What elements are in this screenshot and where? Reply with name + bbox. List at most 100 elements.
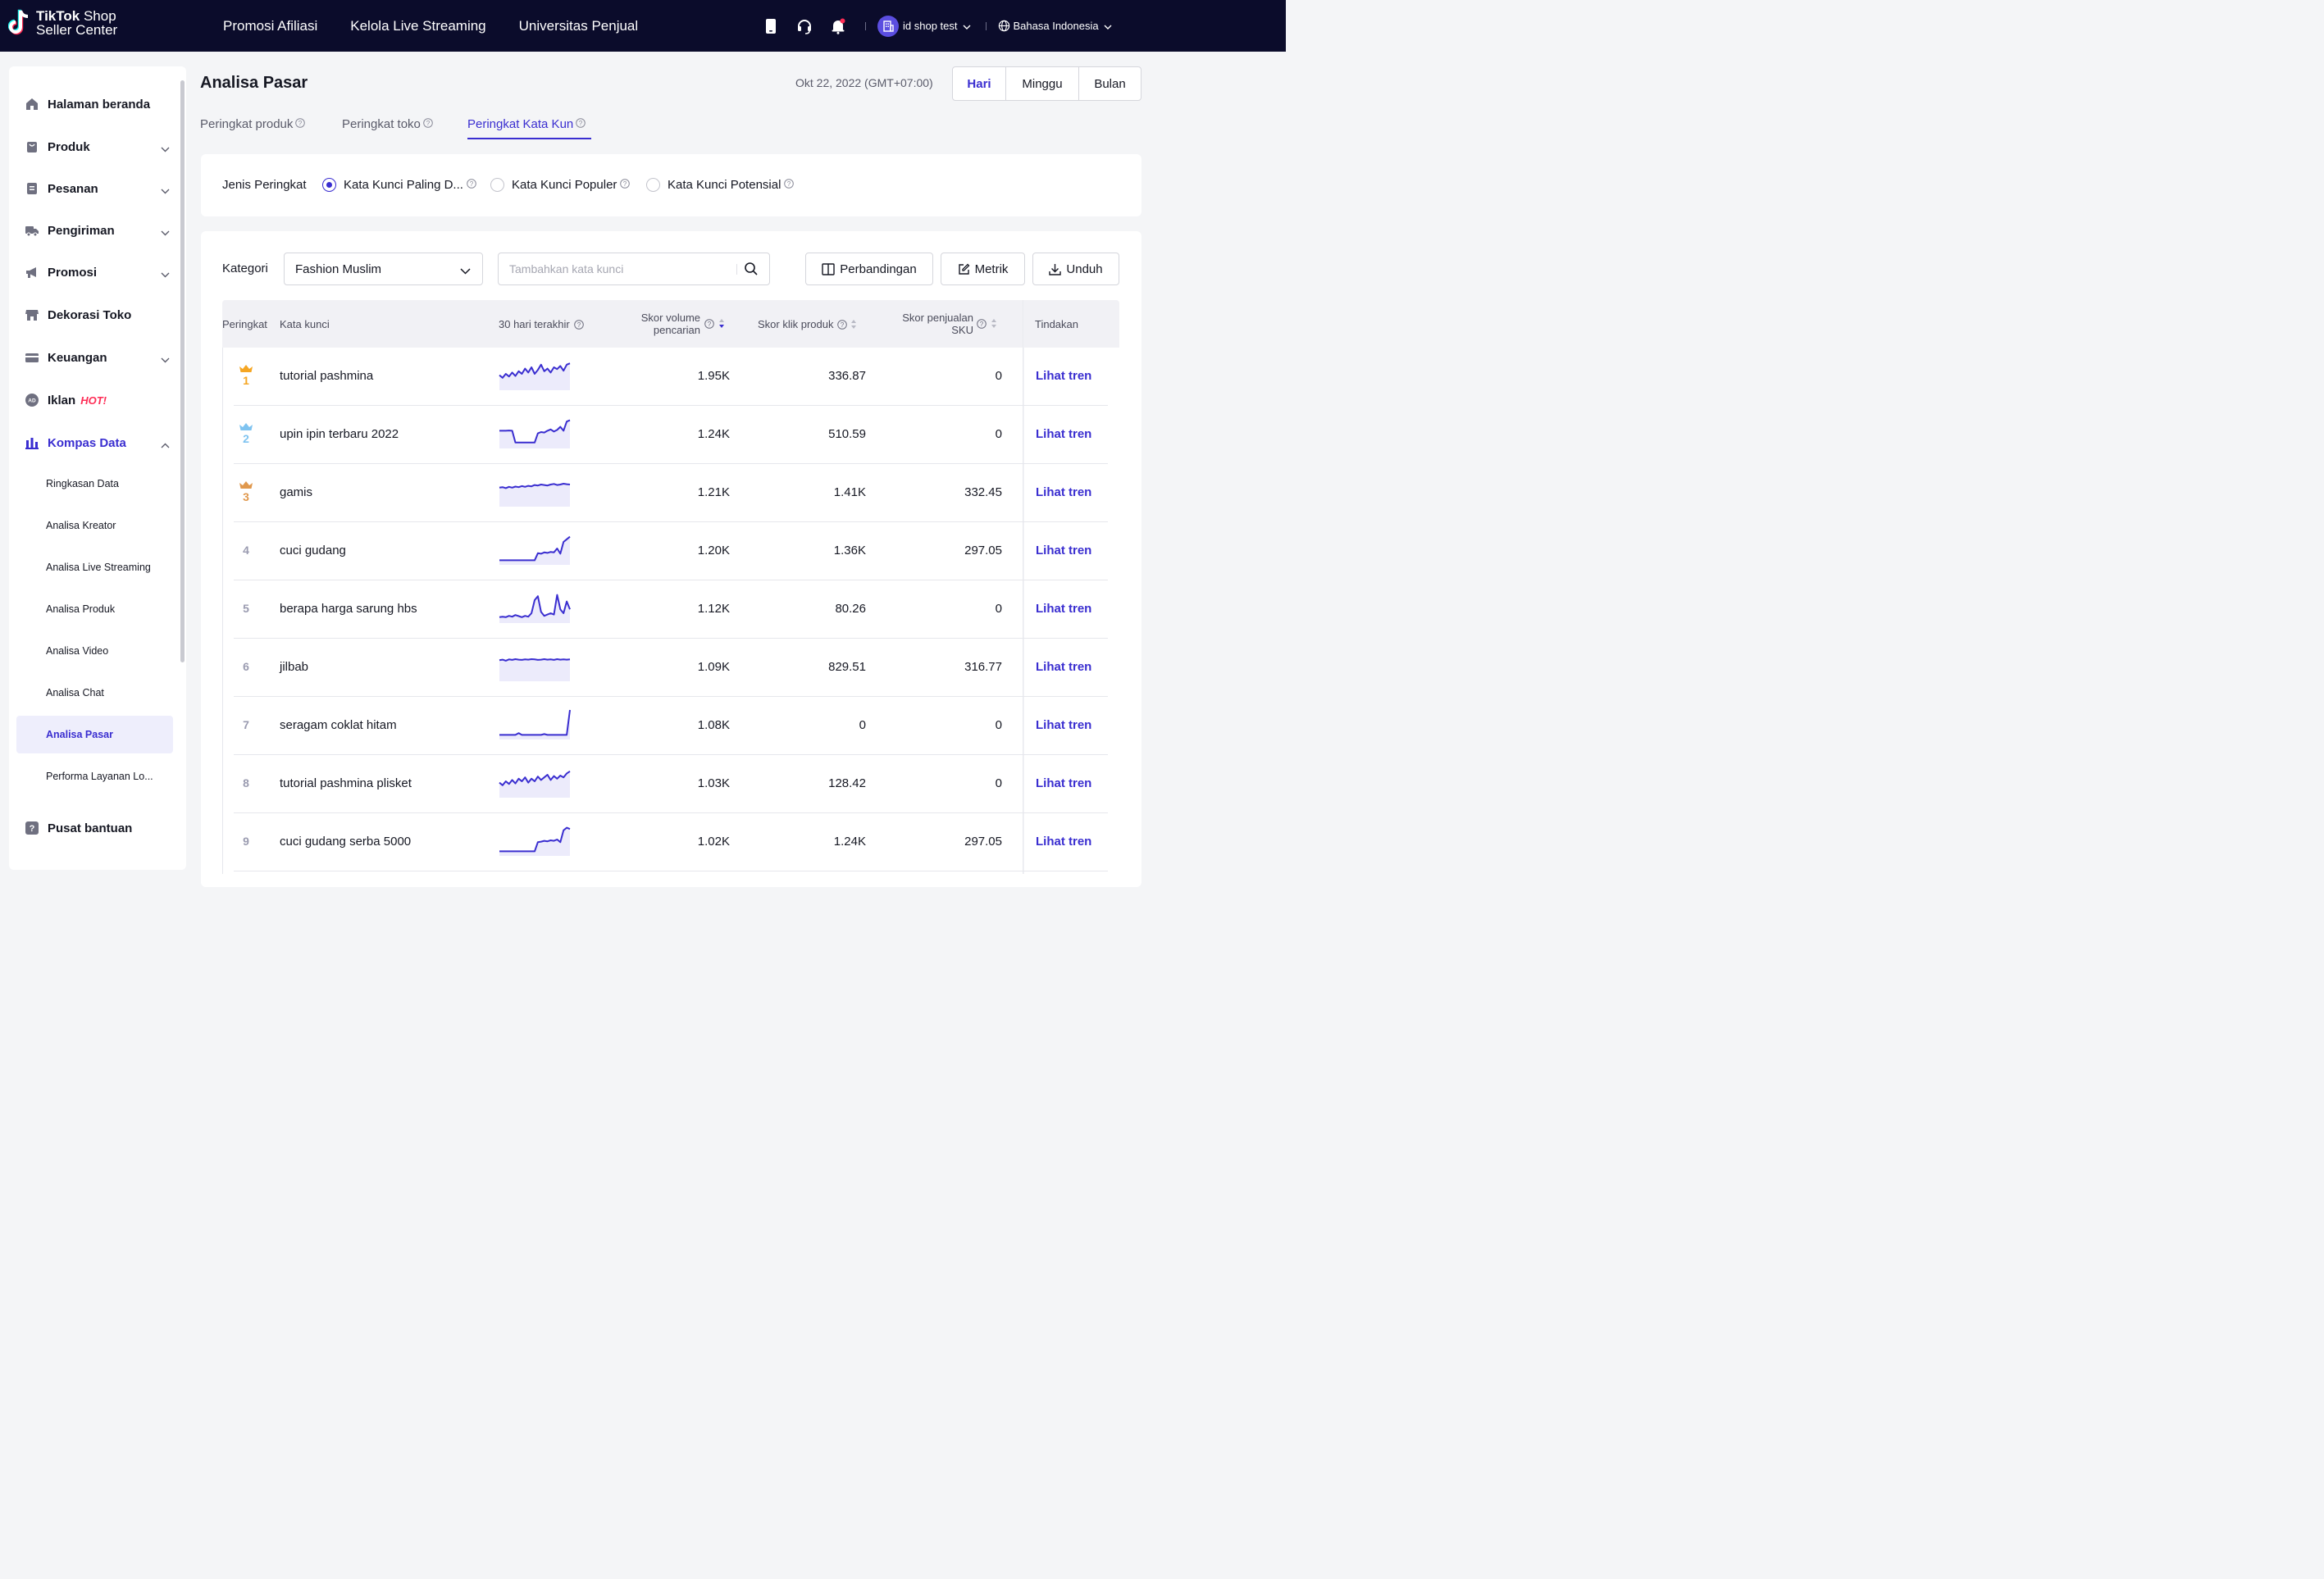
sidebar-sub-analisa-kreator[interactable]: Analisa Kreator	[46, 520, 116, 531]
trend-sparkline[interactable]	[499, 708, 571, 741]
period-bulan-button[interactable]: Bulan	[1094, 76, 1126, 91]
nav-universitas-penjual[interactable]: Universitas Penjual	[518, 17, 639, 34]
radio-kata-kunci-paling-dicari[interactable]: Kata Kunci Paling D... ?	[322, 178, 476, 192]
info-icon[interactable]: ?	[977, 319, 987, 329]
chevron-up-icon[interactable]	[161, 438, 170, 452]
trend-sparkline[interactable]	[499, 592, 571, 625]
shop-avatar[interactable]	[877, 15, 899, 37]
chevron-down-icon[interactable]	[963, 20, 971, 32]
sidebar-sub-analisa-pasar[interactable]: Analisa Pasar	[16, 716, 173, 753]
sort-icon[interactable]	[991, 318, 997, 329]
chevron-down-icon[interactable]	[161, 142, 170, 156]
sparkline-area	[499, 771, 570, 798]
truck-icon	[25, 224, 39, 237]
tab-peringkat-produk[interactable]: Peringkat produk ?	[200, 117, 306, 131]
keyword-search-input[interactable]	[509, 261, 731, 277]
info-icon[interactable]: ?	[423, 117, 433, 131]
sidebar-sub-analisa-video[interactable]: Analisa Video	[46, 645, 109, 657]
radio-kata-kunci-potensial[interactable]: Kata Kunci Potensial ?	[646, 178, 795, 192]
sidebar-item-dekorasi-toko[interactable]: Dekorasi Toko	[25, 303, 173, 327]
view-trend-link[interactable]: Lihat tren	[1036, 544, 1092, 557]
trend-sparkline[interactable]	[499, 417, 571, 450]
sidebar-item-pusat-bantuan[interactable]: ? Pusat bantuan	[25, 816, 173, 840]
info-icon[interactable]: ?	[576, 117, 586, 131]
sidebar-sub-analisa-chat[interactable]: Analisa Chat	[46, 687, 104, 698]
chevron-down-icon[interactable]	[161, 184, 170, 198]
nav-kelola-live-streaming[interactable]: Kelola Live Streaming	[350, 17, 486, 34]
tab-peringkat-toko[interactable]: Peringkat toko ?	[342, 117, 433, 131]
radio-unselected-icon[interactable]	[490, 178, 504, 192]
chevron-down-icon[interactable]	[161, 225, 170, 239]
sidebar-item-promosi[interactable]: Promosi	[25, 260, 173, 284]
sidebar-item-iklan[interactable]: AD Iklan HOT!	[25, 388, 173, 412]
trend-sparkline[interactable]	[499, 534, 571, 567]
chevron-down-icon[interactable]	[460, 264, 471, 278]
sort-icon[interactable]	[718, 318, 725, 329]
headset-icon[interactable]	[795, 16, 814, 36]
info-icon[interactable]: ?	[837, 319, 848, 330]
globe-icon[interactable]	[998, 20, 1010, 32]
header-rank: Peringkat	[222, 318, 267, 330]
sidebar-item-pengiriman[interactable]: Pengiriman	[25, 218, 173, 243]
sidebar-sub-analisa-live-streaming[interactable]: Analisa Live Streaming	[46, 562, 151, 573]
info-icon[interactable]: ?	[704, 319, 714, 329]
info-icon[interactable]: ?	[573, 319, 584, 330]
notification-bell-icon[interactable]	[828, 16, 848, 36]
sidebar-item-pesanan[interactable]: Pesanan	[25, 176, 173, 201]
trend-sparkline[interactable]	[499, 359, 571, 392]
radio-selected-icon[interactable]	[322, 178, 336, 192]
trend-sparkline[interactable]	[499, 476, 571, 508]
info-icon[interactable]: ?	[784, 178, 795, 192]
info-icon[interactable]: ?	[295, 117, 306, 131]
metric-button[interactable]: Metrik	[941, 253, 1025, 285]
sidebar-sub-ringkasan-data[interactable]: Ringkasan Data	[46, 478, 119, 489]
sales-score-cell: 297.05	[964, 835, 1002, 849]
sidebar-item-kompas-data[interactable]: Kompas Data	[25, 430, 173, 455]
radio-unselected-icon[interactable]	[646, 178, 660, 192]
sidebar-sub-analisa-produk[interactable]: Analisa Produk	[46, 603, 116, 615]
trend-sparkline[interactable]	[499, 767, 571, 799]
sidebar-scrollbar[interactable]	[180, 80, 185, 662]
chevron-down-icon[interactable]	[1104, 20, 1112, 32]
sidebar-item-produk[interactable]: Produk	[25, 134, 173, 159]
click-score-cell: 128.42	[828, 776, 866, 790]
view-trend-link[interactable]: Lihat tren	[1036, 660, 1092, 674]
nav-promosi-afiliasi[interactable]: Promosi Afiliasi	[223, 17, 318, 34]
sidebar-item-label: Halaman beranda	[48, 97, 151, 111]
trend-sparkline[interactable]	[499, 825, 571, 858]
header-click-label: Skor klik produk	[758, 318, 834, 330]
sidebar-item-label: Dekorasi Toko	[48, 307, 132, 322]
compare-button[interactable]: Perbandingan	[805, 253, 933, 285]
view-trend-link[interactable]: Lihat tren	[1036, 369, 1092, 383]
info-icon[interactable]: ?	[620, 178, 631, 192]
tab-peringkat-kata-kunci[interactable]: Peringkat Kata Kun ?	[467, 117, 586, 131]
ranking-type-card: Jenis Peringkat Kata Kunci Paling D... ?…	[201, 154, 1141, 216]
view-trend-link[interactable]: Lihat tren	[1036, 602, 1092, 616]
period-minggu-button[interactable]: Minggu	[1006, 67, 1079, 100]
phone-icon[interactable]	[761, 16, 781, 36]
chevron-down-icon[interactable]	[161, 353, 170, 366]
info-icon[interactable]: ?	[467, 178, 476, 192]
category-select[interactable]: Fashion Muslim	[284, 253, 483, 285]
language-selector[interactable]: Bahasa Indonesia	[1013, 20, 1099, 32]
sidebar-item-halaman-beranda[interactable]: Halaman beranda	[25, 92, 173, 116]
view-trend-link[interactable]: Lihat tren	[1036, 427, 1092, 441]
shop-name[interactable]: id shop test	[903, 20, 958, 32]
trend-sparkline[interactable]	[499, 650, 571, 683]
keyword-search-box[interactable]	[498, 253, 770, 285]
view-trend-link[interactable]: Lihat tren	[1036, 835, 1092, 849]
view-trend-link[interactable]: Lihat tren	[1036, 485, 1092, 499]
sidebar-sub-performa-layanan[interactable]: Performa Layanan Lo...	[46, 771, 153, 782]
period-hari-button[interactable]: Hari	[953, 67, 1006, 100]
view-trend-link[interactable]: Lihat tren	[1036, 776, 1092, 790]
download-button[interactable]: Unduh	[1032, 253, 1119, 285]
view-trend-link[interactable]: Lihat tren	[1036, 718, 1092, 732]
tiktok-shop-logo[interactable]: TikTok Shop Seller Center	[7, 8, 117, 38]
chevron-down-icon[interactable]	[161, 267, 170, 281]
click-score-cell: 1.24K	[833, 835, 866, 849]
sort-icon[interactable]	[850, 319, 857, 330]
rank-crown-icon	[239, 362, 253, 377]
search-icon[interactable]	[744, 262, 759, 280]
sidebar-item-keuangan[interactable]: Keuangan	[25, 345, 173, 370]
radio-kata-kunci-populer[interactable]: Kata Kunci Populer ?	[490, 178, 631, 192]
